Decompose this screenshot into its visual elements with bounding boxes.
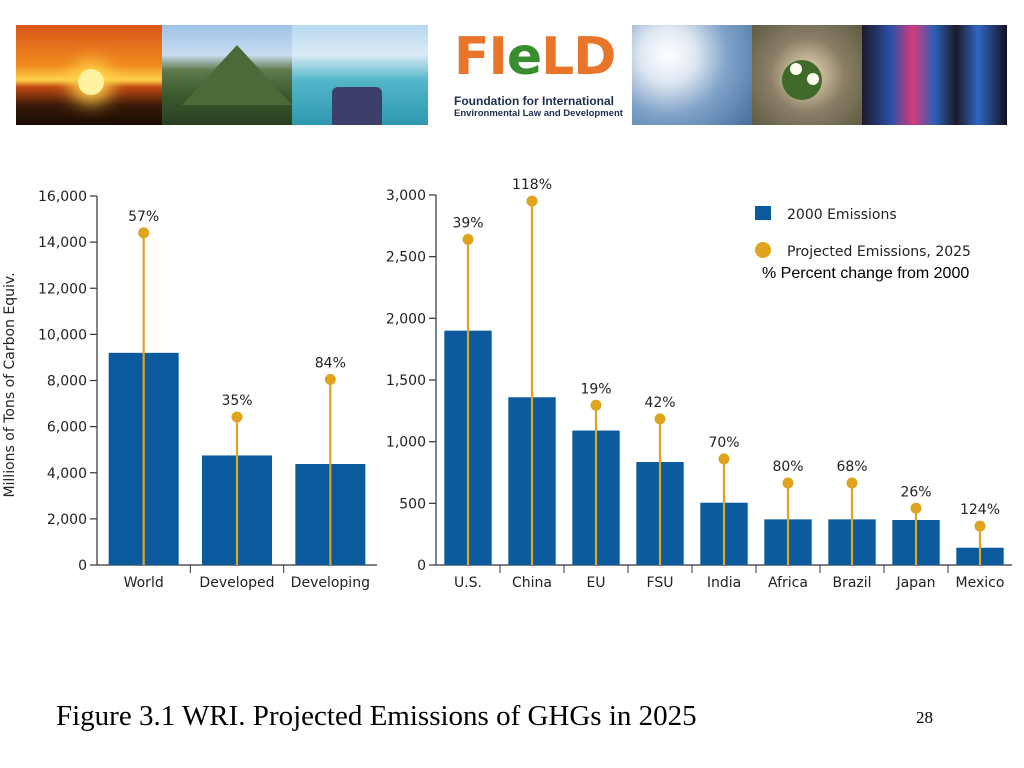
field-logo: FIeLD Foundation for International Envir… (444, 25, 648, 125)
boat-sea-photo (292, 25, 428, 125)
x-tick-label: India (707, 575, 741, 591)
x-tick-label: Mexico (956, 575, 1005, 591)
legend-bar-swatch (755, 206, 771, 220)
percent-change-label: 26% (900, 484, 931, 500)
figure-caption: Figure 3.1 WRI. Projected Emissions of G… (56, 700, 697, 732)
flowers-photo (752, 25, 862, 125)
x-tick-label: Africa (768, 575, 808, 591)
legend-dot-label: Projected Emissions, 2025 (787, 244, 971, 260)
projected-point (846, 477, 858, 489)
sunset-photo (16, 25, 162, 125)
header-banner: FIeLD Foundation for International Envir… (16, 25, 1007, 125)
percent-change-label: 57% (128, 209, 159, 225)
y-tick-label: 6,000 (47, 420, 87, 436)
y-tick-label: 0 (78, 558, 87, 574)
y-tick-label: 500 (399, 496, 426, 512)
y-tick-label: 2,000 (386, 311, 426, 327)
chart-legend: 2000 Emissions Projected Emissions, 2025… (755, 206, 971, 282)
left-y-axis-label: Millions of Tons of Carbon Equiv. (2, 272, 18, 497)
y-tick-label: 10,000 (38, 327, 87, 343)
logo-wordmark: FIeLD (454, 27, 616, 87)
percent-change-label: 19% (580, 381, 611, 397)
y-tick-label: 4,000 (47, 466, 87, 482)
legend-bar-label: 2000 Emissions (787, 207, 897, 223)
projected-point (462, 233, 474, 245)
projected-point (138, 227, 150, 239)
y-tick-label: 12,000 (38, 281, 87, 297)
x-tick-label: U.S. (454, 575, 482, 591)
logo-line-1: Foundation for International (454, 94, 614, 108)
mountain-photo (162, 25, 292, 125)
percent-change-label: 70% (708, 435, 739, 451)
legend-dot-swatch (755, 242, 771, 258)
percent-change-label: 68% (836, 459, 867, 475)
percent-change-label: 39% (452, 215, 483, 231)
y-tick-label: 1,000 (386, 435, 426, 451)
x-tick-label: World (124, 575, 164, 591)
percent-change-label: 42% (644, 395, 675, 411)
y-tick-label: 2,000 (47, 512, 87, 528)
y-tick-label: 3,000 (386, 188, 426, 204)
legend-percent-note: % Percent change from 2000 (762, 265, 969, 282)
percent-change-label: 84% (315, 355, 346, 371)
logo-line-2: Environmental Law and Development (454, 108, 623, 119)
x-tick-label: Developed (199, 575, 274, 591)
x-tick-label: EU (586, 575, 605, 591)
projected-point (718, 453, 730, 465)
y-tick-label: 2,500 (386, 250, 426, 266)
x-tick-label: China (512, 575, 552, 591)
clouds-photo (632, 25, 752, 125)
y-tick-label: 0 (417, 558, 426, 574)
percent-change-label: 118% (512, 177, 552, 193)
percent-change-label: 35% (221, 393, 252, 409)
country-chart: 0 500 1,000 1,500 2,000 2,500 3,000 39% U.S. 118%… (386, 177, 1012, 591)
x-tick-label: Brazil (832, 575, 871, 591)
y-tick-label: 16,000 (38, 189, 87, 205)
projected-point (324, 373, 336, 385)
x-tick-label: FSU (647, 575, 674, 591)
projected-point (910, 502, 922, 514)
percent-change-label: 80% (772, 459, 803, 475)
projected-point (974, 520, 986, 532)
x-tick-label: Japan (895, 575, 935, 591)
dancers-photo (862, 25, 1007, 125)
projected-point (526, 195, 538, 207)
y-tick-label: 14,000 (38, 235, 87, 251)
x-tick-label: Developing (291, 575, 370, 591)
projected-point (654, 413, 666, 425)
page-number: 28 (916, 708, 933, 727)
projected-point (590, 399, 602, 411)
regional-chart: 0 2,000 4,000 6,000 8,000 10,000 12,000 14,000 1… (38, 189, 377, 591)
percent-change-label: 124% (960, 502, 1000, 518)
projected-point (231, 411, 243, 423)
y-tick-label: 8,000 (47, 374, 87, 390)
y-tick-label: 1,500 (386, 373, 426, 389)
projected-point (782, 477, 794, 489)
